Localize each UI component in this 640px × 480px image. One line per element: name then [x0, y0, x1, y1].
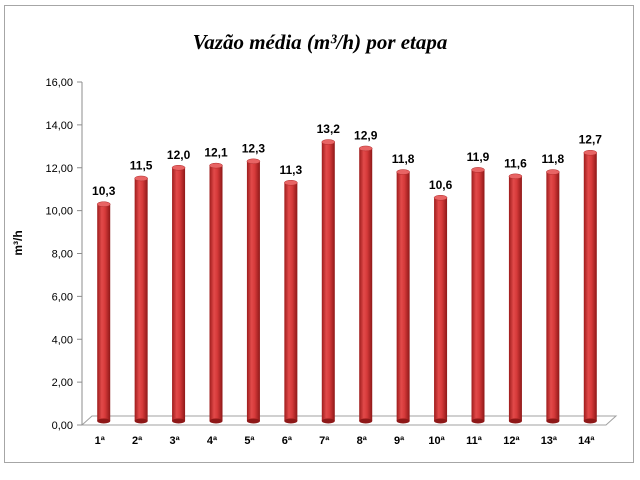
bar-top	[508, 173, 523, 180]
bar-base	[321, 418, 335, 424]
bar-top	[246, 158, 261, 165]
bar-base	[134, 418, 148, 424]
x-tick-label: 4ª	[207, 435, 218, 447]
chart-title: Vazão média (m³/h) por etapa	[192, 30, 448, 54]
bar-top	[546, 169, 560, 175]
y-tick-label: 4,00	[52, 334, 73, 346]
data-label: 12,9	[354, 128, 378, 142]
bar	[246, 161, 260, 421]
bar	[209, 165, 223, 421]
data-label: 11,5	[130, 158, 153, 172]
bar-top	[583, 149, 598, 156]
y-tick-label: 12,00	[45, 163, 73, 175]
x-tick-label: 10ª	[428, 435, 445, 447]
x-tick-label: 8ª	[357, 435, 368, 447]
y-tick-label: 16,00	[45, 77, 73, 89]
bar-base	[209, 418, 223, 424]
y-tick-label: 6,00	[52, 291, 73, 303]
data-label: 13,2	[317, 122, 341, 136]
bar	[471, 169, 485, 421]
bar-top	[321, 139, 336, 145]
bar-top	[134, 175, 148, 182]
x-tick-label: 11ª	[466, 435, 483, 447]
y-tick-label: 10,00	[45, 206, 73, 218]
y-tick-label: 14,00	[45, 120, 73, 132]
bar-top	[284, 180, 298, 186]
data-label: 12,1	[204, 146, 228, 160]
bar-base	[396, 418, 410, 424]
bar-base	[434, 418, 448, 424]
bar-top	[433, 195, 448, 201]
y-tick-label: 8,00	[52, 249, 73, 261]
bar	[396, 172, 410, 421]
x-tick-label: 13ª	[541, 435, 558, 447]
bar	[284, 182, 298, 421]
data-labels: 10,3 11,5 12,0 12,1 12,3 11,3 13,2 12,9 11,8 10,6…	[92, 122, 602, 198]
bar	[172, 167, 186, 421]
bar	[546, 172, 560, 421]
x-tick-label: 1ª	[95, 435, 106, 447]
bar	[134, 178, 148, 421]
chart-floor	[80, 415, 618, 426]
data-label: 12,3	[242, 141, 266, 155]
bar-base	[246, 418, 260, 424]
bar-base	[359, 418, 373, 424]
x-tick-label: 6ª	[282, 435, 293, 447]
data-label: 10,6	[429, 178, 453, 192]
x-tick-label: 12ª	[503, 435, 520, 447]
bar-base	[508, 418, 522, 424]
x-tick-label: 2ª	[132, 435, 143, 447]
data-label: 11,9	[467, 150, 490, 164]
bar	[97, 204, 111, 421]
x-tick-label: 7ª	[319, 435, 330, 447]
bar-base	[284, 418, 298, 424]
bar	[508, 176, 522, 421]
data-label: 10,3	[92, 184, 116, 198]
data-label: 12,0	[167, 148, 191, 162]
x-tick-label: 14ª	[578, 435, 595, 447]
bar-top	[171, 165, 186, 171]
data-label: 11,8	[542, 152, 565, 166]
bar-top	[96, 201, 111, 207]
x-tick-label: 5ª	[244, 435, 255, 447]
x-tick-label: 9ª	[394, 435, 405, 447]
x-tick-label: 3ª	[169, 435, 180, 447]
bar-base	[97, 418, 111, 424]
bar	[583, 152, 597, 421]
bar-top	[471, 167, 485, 173]
bar-base	[471, 418, 485, 424]
bars	[96, 139, 598, 424]
bar-base	[172, 418, 186, 424]
bar-top	[209, 162, 223, 169]
y-tick-label: 2,00	[52, 377, 73, 389]
bar	[359, 148, 373, 422]
bar-base	[583, 418, 597, 424]
data-label: 11,3	[280, 163, 303, 177]
bar	[434, 197, 448, 421]
data-label: 11,8	[392, 152, 415, 166]
y-axis-label: m³/h	[11, 230, 25, 255]
bar-top	[396, 169, 410, 175]
y-tick-label: 0,00	[52, 420, 73, 432]
bar-base	[546, 418, 560, 424]
data-label: 11,6	[504, 156, 527, 170]
bar-top	[358, 145, 373, 152]
data-label: 12,7	[579, 133, 603, 147]
bar	[321, 142, 335, 421]
